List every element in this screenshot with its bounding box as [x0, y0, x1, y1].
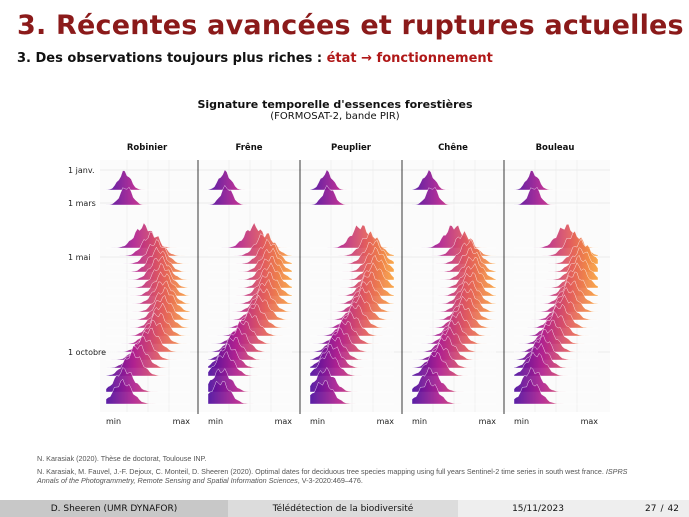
ridge-bouleau: [513, 186, 598, 206]
ridge-bouleau: [514, 287, 599, 313]
ridge-robinier: [105, 186, 190, 206]
footer-bar: D. Sheeren (UMR DYNAFOR) Télédétection d…: [0, 500, 689, 517]
ridge-chêne: [412, 224, 496, 249]
reference-2-text: N. Karasiak, M. Fauvel, J.-F. Dejoux, C.…: [37, 467, 606, 476]
reference-2-journal: ISPRS Annals of the Photogrammetry, Remo…: [37, 467, 628, 485]
footer-author: D. Sheeren (UMR DYNAFOR): [0, 500, 228, 517]
ridge-frêne: [207, 351, 292, 377]
subtitle-prefix: 3. Des observations toujours plus riches…: [17, 51, 327, 66]
ridge-frêne: [208, 288, 293, 313]
x-max-label: max: [275, 417, 293, 426]
ridge-peuplier: [309, 380, 394, 405]
date-label: 1 janv.: [68, 166, 94, 175]
ridge-chêne: [412, 295, 497, 321]
ridge-robinier: [106, 222, 190, 249]
ridge-robinier: [106, 335, 190, 361]
ridge-bouleau: [514, 319, 598, 345]
figure-subtitle: (FORMOSAT-2, bande PIR): [270, 111, 400, 122]
x-max-label: max: [377, 417, 395, 426]
x-min-label: min: [208, 417, 223, 426]
ridge-bouleau: [514, 311, 598, 337]
ridge-robinier: [106, 239, 191, 265]
ridge-peuplier: [309, 185, 394, 206]
page-current: 27: [645, 503, 657, 514]
ridge-peuplier: [310, 280, 395, 305]
date-label: 1 octobre: [68, 348, 106, 357]
ridge-chêne: [412, 288, 497, 313]
date-label: 1 mai: [68, 253, 91, 262]
panel-header: Chêne: [438, 142, 468, 153]
ridge-robinier: [106, 302, 191, 329]
panel-header: Robinier: [127, 143, 168, 153]
x-max-label: max: [479, 417, 497, 426]
x-max-label: max: [173, 417, 191, 426]
ridge-bouleau: [513, 378, 598, 405]
ridge-bouleau: [514, 280, 599, 305]
ridge-frêne: [207, 380, 292, 405]
footer-page-number: 27/42: [608, 500, 689, 517]
ridge-robinier: [105, 378, 190, 405]
ridge-chêne: [411, 169, 496, 191]
ridge-frêne: [207, 169, 292, 191]
ridge-robinier: [106, 231, 190, 257]
ridge-frêne: [207, 368, 292, 393]
slide-subtitle: 3. Des observations toujours plus riches…: [17, 51, 493, 66]
x-min-label: min: [310, 417, 325, 426]
figure-title: Signature temporelle d'essences forestiè…: [197, 98, 473, 111]
ridgeline-chart: 1 janv. 1 mars 1 mai 1 octobre Robinier min ma…: [68, 142, 610, 426]
ridge-chêne: [412, 326, 496, 353]
ridge-chêne: [411, 352, 496, 377]
ridge-robinier: [106, 327, 190, 353]
x-min-label: min: [514, 417, 529, 426]
reference-1: N. Karasiak (2020). Thèse de doctorat, T…: [37, 454, 207, 463]
ridge-robinier: [106, 312, 191, 337]
reference-2-tail: , V-3-2020:469–476.: [297, 476, 363, 485]
x-min-label: min: [106, 417, 121, 426]
ridge-peuplier: [309, 366, 394, 393]
ridge-frêne: [208, 222, 292, 249]
ridge-peuplier: [310, 310, 394, 337]
panel-header: Frêne: [235, 142, 262, 153]
page-total: 42: [667, 503, 679, 514]
ridge-frêne: [207, 185, 292, 206]
ridge-bouleau: [513, 170, 598, 191]
ridge-bouleau: [513, 351, 598, 377]
footer-date: 15/11/2023: [458, 500, 608, 517]
panel-header: Bouleau: [536, 143, 575, 153]
x-min-label: min: [412, 417, 427, 426]
ridge-peuplier: [309, 169, 394, 191]
ridge-frêne: [208, 311, 292, 337]
ridge-frêne: [208, 279, 293, 305]
panel-header: Peuplier: [331, 143, 372, 153]
reference-2: N. Karasiak, M. Fauvel, J.-F. Dejoux, C.…: [37, 467, 647, 485]
ridge-chêne: [412, 311, 496, 337]
ridge-peuplier: [309, 350, 394, 377]
x-max-label: max: [581, 417, 599, 426]
footer-course-title: Télédétection de la biodiversité: [228, 500, 458, 517]
subtitle-accent: état → fonctionnement: [326, 51, 493, 66]
ridge-robinier: [105, 170, 190, 191]
date-label: 1 mars: [68, 199, 96, 208]
ridge-chêne: [411, 378, 496, 405]
ridge-chêne: [411, 186, 496, 206]
page-separator: /: [660, 503, 664, 514]
ridge-peuplier: [310, 287, 395, 313]
ridge-chêne: [412, 319, 496, 345]
ridge-robinier: [106, 319, 190, 345]
slide-title: 3. Récentes avancées et ruptures actuell…: [17, 10, 684, 41]
ridge-robinier: [105, 351, 190, 377]
